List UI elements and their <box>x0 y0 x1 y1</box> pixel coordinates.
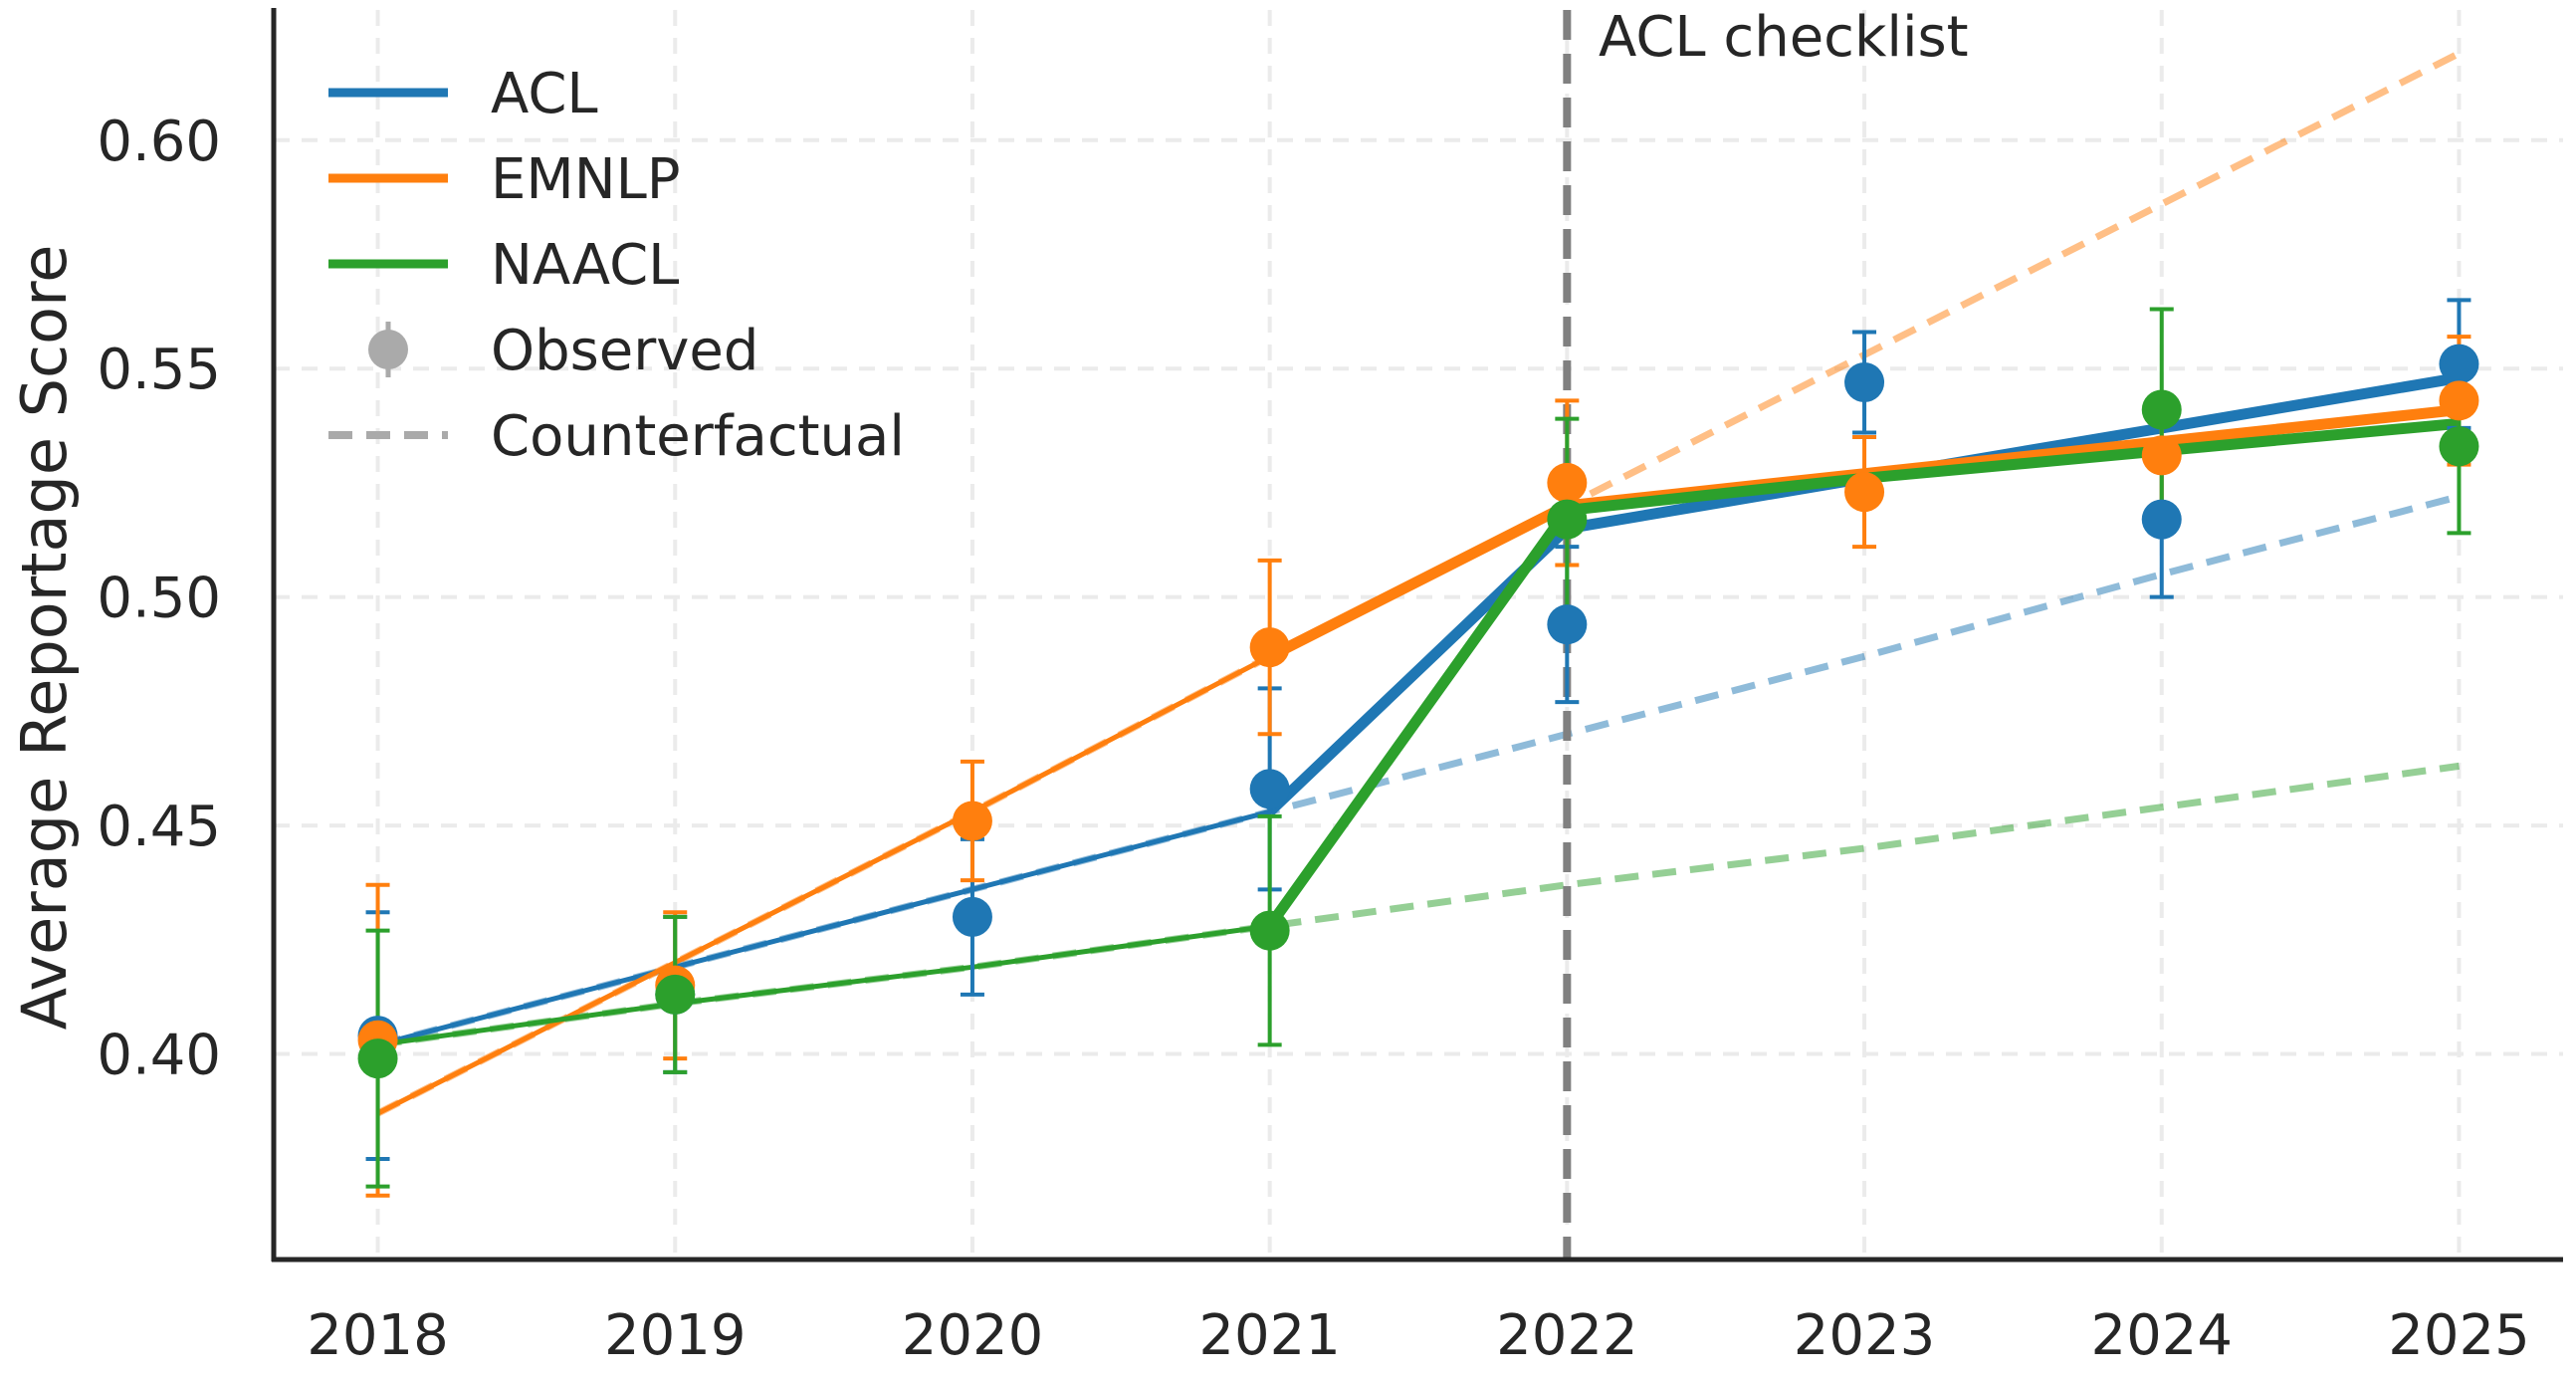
legend-label: EMNLP <box>491 147 681 212</box>
naacl-point-2024 <box>2141 389 2182 430</box>
y-tick-label: 0.55 <box>97 338 221 402</box>
emnlp-point-2021 <box>1249 627 1290 668</box>
naacl-point-2025 <box>2439 426 2479 467</box>
acl-point-2022 <box>1547 604 1588 645</box>
x-tick-label-2021: 2021 <box>1198 1303 1341 1368</box>
legend-label: Observed <box>491 319 758 383</box>
x-tick-label-2025: 2025 <box>2388 1303 2530 1368</box>
intervention-label: ACL checklist <box>1599 5 1969 70</box>
fitted-lines <box>376 371 2461 1116</box>
legend-swatch-marker <box>368 330 408 369</box>
x-tick-label-2018: 2018 <box>307 1303 449 1368</box>
tick-labels: 2018 2019 2020 2021 2022 2023 2024 2025 0.40 0.45… <box>97 110 2529 1368</box>
legend-label: ACL <box>491 62 598 126</box>
legend: ACL EMNLP NAACL Observed Counterfactual <box>328 62 905 469</box>
naacl-point-2022 <box>1547 499 1588 540</box>
naacl-point-2019 <box>655 974 696 1015</box>
emnlp-point-2023 <box>1844 472 1885 513</box>
legend-item-naacl: NAACL <box>328 233 679 298</box>
emnlp-point-2022 <box>1547 462 1588 503</box>
legend-item-acl: ACL <box>328 62 598 126</box>
emnlp-pre-trend-line <box>376 654 1271 1116</box>
x-tick-label-2024: 2024 <box>2090 1303 2233 1368</box>
naacl-point-2021 <box>1249 910 1290 951</box>
legend-label: Counterfactual <box>491 404 905 469</box>
acl-point-2020 <box>952 896 992 937</box>
emnlp-point-2020 <box>952 801 992 841</box>
y-axis-title: Average Reportage Score <box>8 245 81 1031</box>
acl-point-2024 <box>2141 499 2182 540</box>
x-tick-label-2020: 2020 <box>902 1303 1044 1368</box>
observed-points <box>357 344 2479 1079</box>
acl-point-2023 <box>1844 361 1885 402</box>
y-tick-label: 0.45 <box>97 795 221 859</box>
x-tick-label-2019: 2019 <box>604 1303 747 1368</box>
legend-item-observed: Observed <box>368 319 758 383</box>
acl-point-2025 <box>2439 344 2479 384</box>
axes <box>271 8 2563 1263</box>
legend-item-counterfactual: Counterfactual <box>328 404 905 469</box>
acl-point-2021 <box>1249 769 1290 809</box>
emnlp-point-2025 <box>2439 380 2479 421</box>
y-tick-label: 0.40 <box>97 1024 221 1088</box>
emnlp-point-2024 <box>2141 435 2182 476</box>
x-tick-label-2023: 2023 <box>1794 1303 1936 1368</box>
acl-pre-trend-line <box>376 808 1271 1047</box>
x-tick-label-2022: 2022 <box>1496 1303 1638 1368</box>
naacl-point-2018 <box>357 1038 398 1079</box>
naacl-pre-trend-line <box>377 923 1270 1047</box>
y-tick-label: 0.50 <box>97 567 221 631</box>
legend-label: NAACL <box>491 233 679 298</box>
y-tick-label: 0.60 <box>97 110 221 174</box>
legend-item-emnlp: EMNLP <box>328 147 681 212</box>
